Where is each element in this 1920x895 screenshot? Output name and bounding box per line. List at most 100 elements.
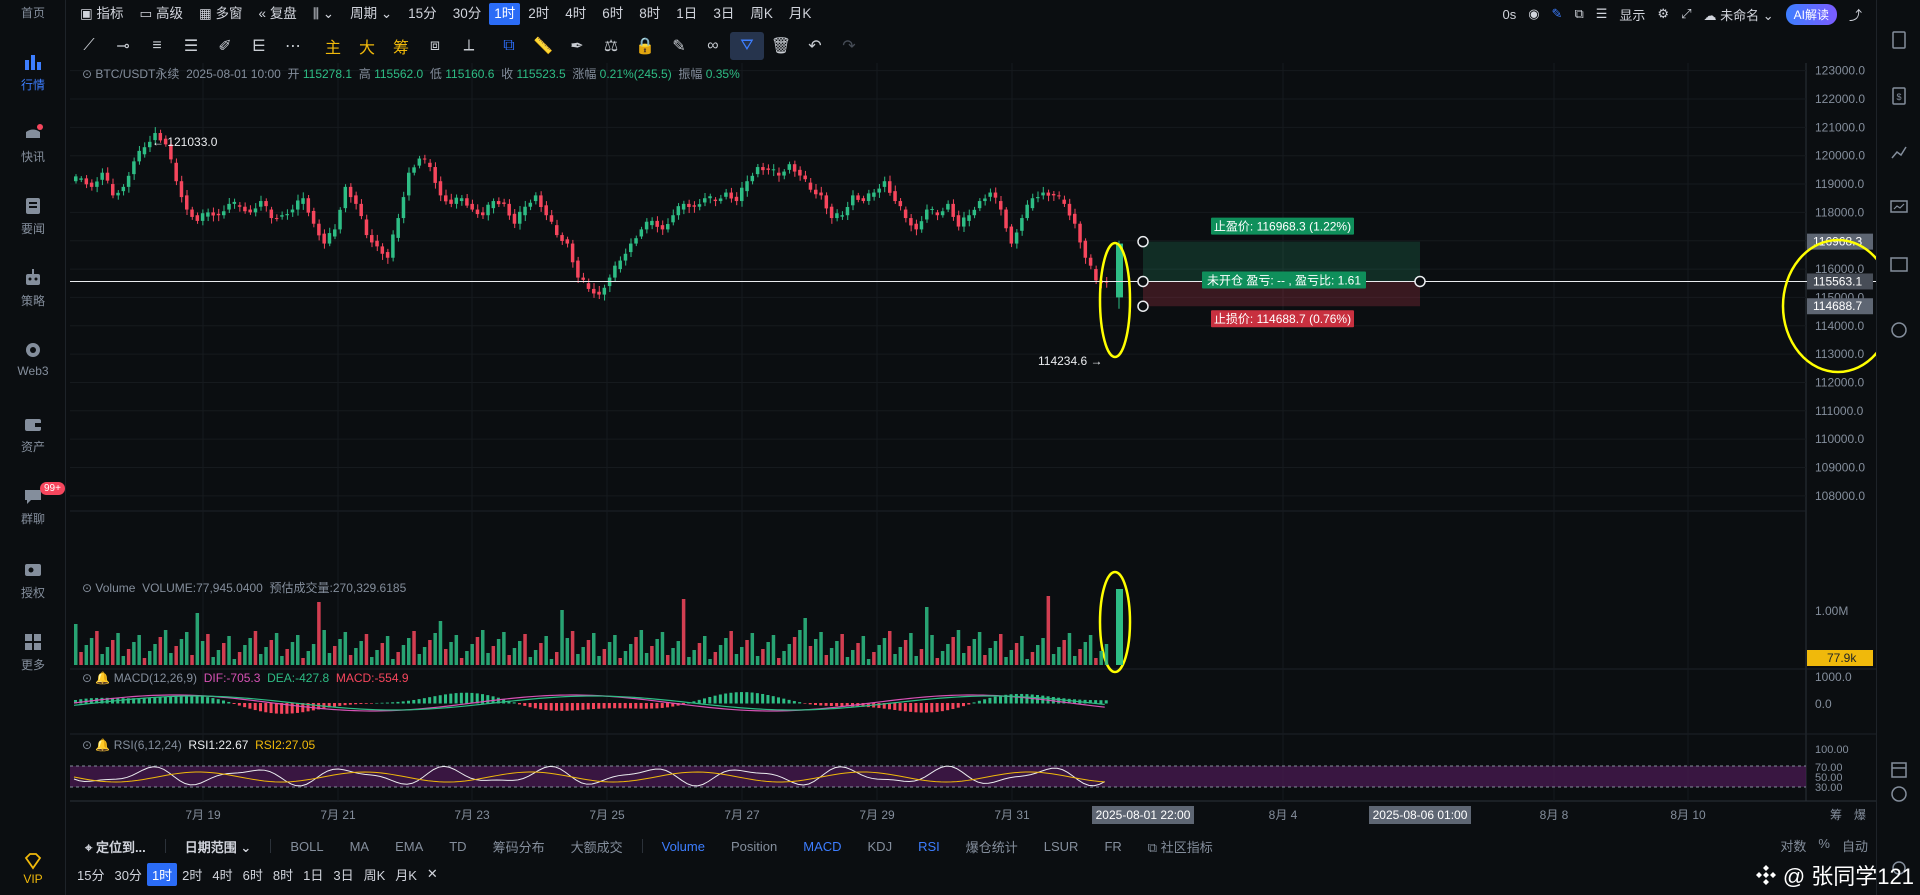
interval-4h[interactable]: 4时: [565, 6, 587, 21]
settings-icon[interactable]: ⚙: [1657, 6, 1670, 21]
sub-indicator-lsur[interactable]: LSUR: [1043, 838, 1079, 854]
measure-icon[interactable]: ⟂: [463, 37, 475, 54]
interval-8h[interactable]: 8时: [639, 6, 661, 21]
trash-icon[interactable]: 🗑: [770, 38, 792, 55]
replay-button[interactable]: « 复盘: [258, 6, 297, 21]
fullscreen-icon[interactable]: ⤢: [1681, 6, 1692, 21]
edit-icon[interactable]: ✎: [672, 38, 686, 55]
collapse-icon[interactable]: ⊙: [82, 671, 96, 685]
popout-icon[interactable]: ⧉: [1574, 6, 1584, 21]
bottom-interval-week[interactable]: 周K: [363, 867, 386, 883]
calendar-icon[interactable]: [1889, 254, 1909, 274]
horizontal-line-tool-icon[interactable]: ⊸: [116, 38, 130, 55]
template-icon[interactable]: ⧈: [429, 37, 441, 54]
log-scale-toggle[interactable]: 对数: [1780, 839, 1807, 854]
chart-type-dropdown[interactable]: ⫼ ⌄: [305, 0, 342, 28]
parallel-channel-tool-icon[interactable]: ≡: [152, 37, 162, 54]
close-icon[interactable]: ✕: [426, 866, 438, 881]
sub-indicator-volume[interactable]: Volume: [661, 838, 705, 854]
interval-1h[interactable]: 1时: [489, 3, 521, 25]
collapse-icon[interactable]: ⊙: [82, 738, 96, 752]
interval-30m[interactable]: 30分: [452, 6, 482, 21]
trend-icon[interactable]: [1889, 142, 1909, 162]
advanced-button[interactable]: ▭ 高级: [139, 6, 184, 21]
pitchfork-tool-icon[interactable]: ⋿: [252, 38, 266, 55]
indicator-ma[interactable]: MA: [349, 838, 370, 854]
weight-icon[interactable]: ⚖: [603, 38, 619, 55]
bottom-interval-2h[interactable]: 2时: [182, 867, 203, 883]
chart-area[interactable]: 123000.0 122000.0 121000.0 120000.0 119000.0…: [70, 63, 1876, 833]
sidebar-item-strategy[interactable]: 策略: [0, 268, 66, 309]
sidebar-item-auth[interactable]: 授权: [0, 560, 66, 601]
ruler-icon[interactable]: 📏: [533, 38, 553, 55]
sidebar-item-vip[interactable]: VIP: [0, 852, 66, 886]
copy-icon[interactable]: ⧉: [503, 37, 515, 54]
monitor-icon[interactable]: [1889, 198, 1909, 218]
trend-line-tool-icon[interactable]: ⟋: [83, 37, 95, 54]
ai-interpret-button[interactable]: AI解读: [1785, 3, 1837, 25]
bottom-interval-6h[interactable]: 6时: [242, 867, 263, 883]
sub-indicator-liquidation[interactable]: 爆仓统计: [965, 839, 1018, 855]
interval-3d[interactable]: 3日: [713, 6, 735, 21]
bottom-interval-15m[interactable]: 15分: [77, 867, 105, 883]
auto-scale-toggle[interactable]: 自动: [1841, 839, 1868, 854]
pen-icon[interactable]: ✎: [1551, 6, 1563, 21]
sub-indicator-kdj[interactable]: KDJ: [867, 838, 893, 854]
interval-1d[interactable]: 1日: [676, 6, 698, 21]
period-dropdown[interactable]: 周期 ⌄: [350, 6, 393, 21]
order-icon[interactable]: $: [1889, 86, 1909, 106]
indicator-chip-distribution[interactable]: 筹码分布: [492, 839, 545, 855]
bottom-interval-4h[interactable]: 4时: [212, 867, 233, 883]
bottom-interval-month[interactable]: 月K: [395, 867, 417, 883]
interval-2h[interactable]: 2时: [528, 6, 550, 21]
date-range-dropdown[interactable]: 日期范围 ⌄: [184, 839, 252, 855]
support-icon[interactable]: [1889, 858, 1909, 878]
sidebar-item-assets[interactable]: 资产: [0, 414, 66, 455]
candlestick-chart[interactable]: 123000.0 122000.0 121000.0 120000.0 119000.0…: [70, 63, 1876, 833]
sidebar-item-news[interactable]: 要闻: [0, 196, 66, 237]
save-layout-button[interactable]: ☁ 未命名 ⌄: [1703, 7, 1774, 23]
sub-indicator-fr[interactable]: FR: [1104, 838, 1122, 854]
locate-button[interactable]: ⌖ 定位到...: [85, 839, 146, 855]
share-icon[interactable]: ⤴: [1848, 7, 1862, 23]
indicator-boll[interactable]: BOLL: [290, 838, 324, 854]
undo-icon[interactable]: ↶: [808, 38, 822, 55]
interval-6h[interactable]: 6时: [602, 6, 624, 21]
sidebar-item-flash[interactable]: 快讯: [0, 124, 66, 165]
fib-tool-icon[interactable]: ☰: [183, 38, 199, 55]
sub-indicator-position[interactable]: Position: [730, 838, 778, 854]
pen-tool-icon[interactable]: ✒: [570, 38, 584, 55]
bottom-interval-30m[interactable]: 30分: [114, 867, 142, 883]
bottom-interval-1d[interactable]: 1日: [303, 867, 324, 883]
layout-icon[interactable]: [1889, 760, 1909, 780]
document-icon[interactable]: [1889, 30, 1909, 50]
indicator-ema[interactable]: EMA: [395, 838, 424, 854]
filter-icon[interactable]: ⛛: [730, 32, 764, 60]
large-order-button[interactable]: 大: [358, 40, 375, 57]
bottom-interval-8h[interactable]: 8时: [272, 867, 294, 883]
more-tools-icon[interactable]: ⋯: [285, 38, 301, 55]
sidebar-item-more[interactable]: 更多: [0, 632, 66, 673]
indicator-button[interactable]: ▣ 指标: [80, 6, 124, 21]
brush-tool-icon[interactable]: ✐: [218, 38, 232, 55]
community-indicator-button[interactable]: ⧉ 社区指标: [1147, 839, 1213, 855]
collapse-icon[interactable]: ⊙: [82, 67, 96, 81]
sidebar-item-home[interactable]: 首页: [0, 4, 66, 21]
sidebar-item-web3[interactable]: Web3: [0, 340, 66, 378]
bottom-interval-1h[interactable]: 1时: [146, 862, 178, 886]
display-button[interactable]: 显示: [1619, 7, 1646, 23]
collapse-icon[interactable]: ⊙: [82, 581, 96, 595]
bottom-interval-3d[interactable]: 3日: [333, 867, 354, 883]
magnet-icon[interactable]: ∞: [707, 37, 719, 54]
chat-bubble-icon[interactable]: [1889, 784, 1909, 804]
bell-icon[interactable]: 🔔: [95, 671, 111, 685]
indicator-td[interactable]: TD: [449, 838, 467, 854]
sidebar-item-market[interactable]: 行情: [0, 52, 66, 93]
percent-scale-toggle[interactable]: %: [1818, 836, 1830, 851]
sub-indicator-rsi[interactable]: RSI: [918, 838, 940, 854]
sidebar-item-chat[interactable]: 群聊 99+: [0, 482, 66, 527]
interval-15m[interactable]: 15分: [408, 6, 437, 21]
indicator-large-trades[interactable]: 大额成交: [570, 839, 623, 855]
list-icon[interactable]: ☰: [1595, 6, 1608, 21]
camera-icon[interactable]: ◉: [1528, 6, 1540, 21]
